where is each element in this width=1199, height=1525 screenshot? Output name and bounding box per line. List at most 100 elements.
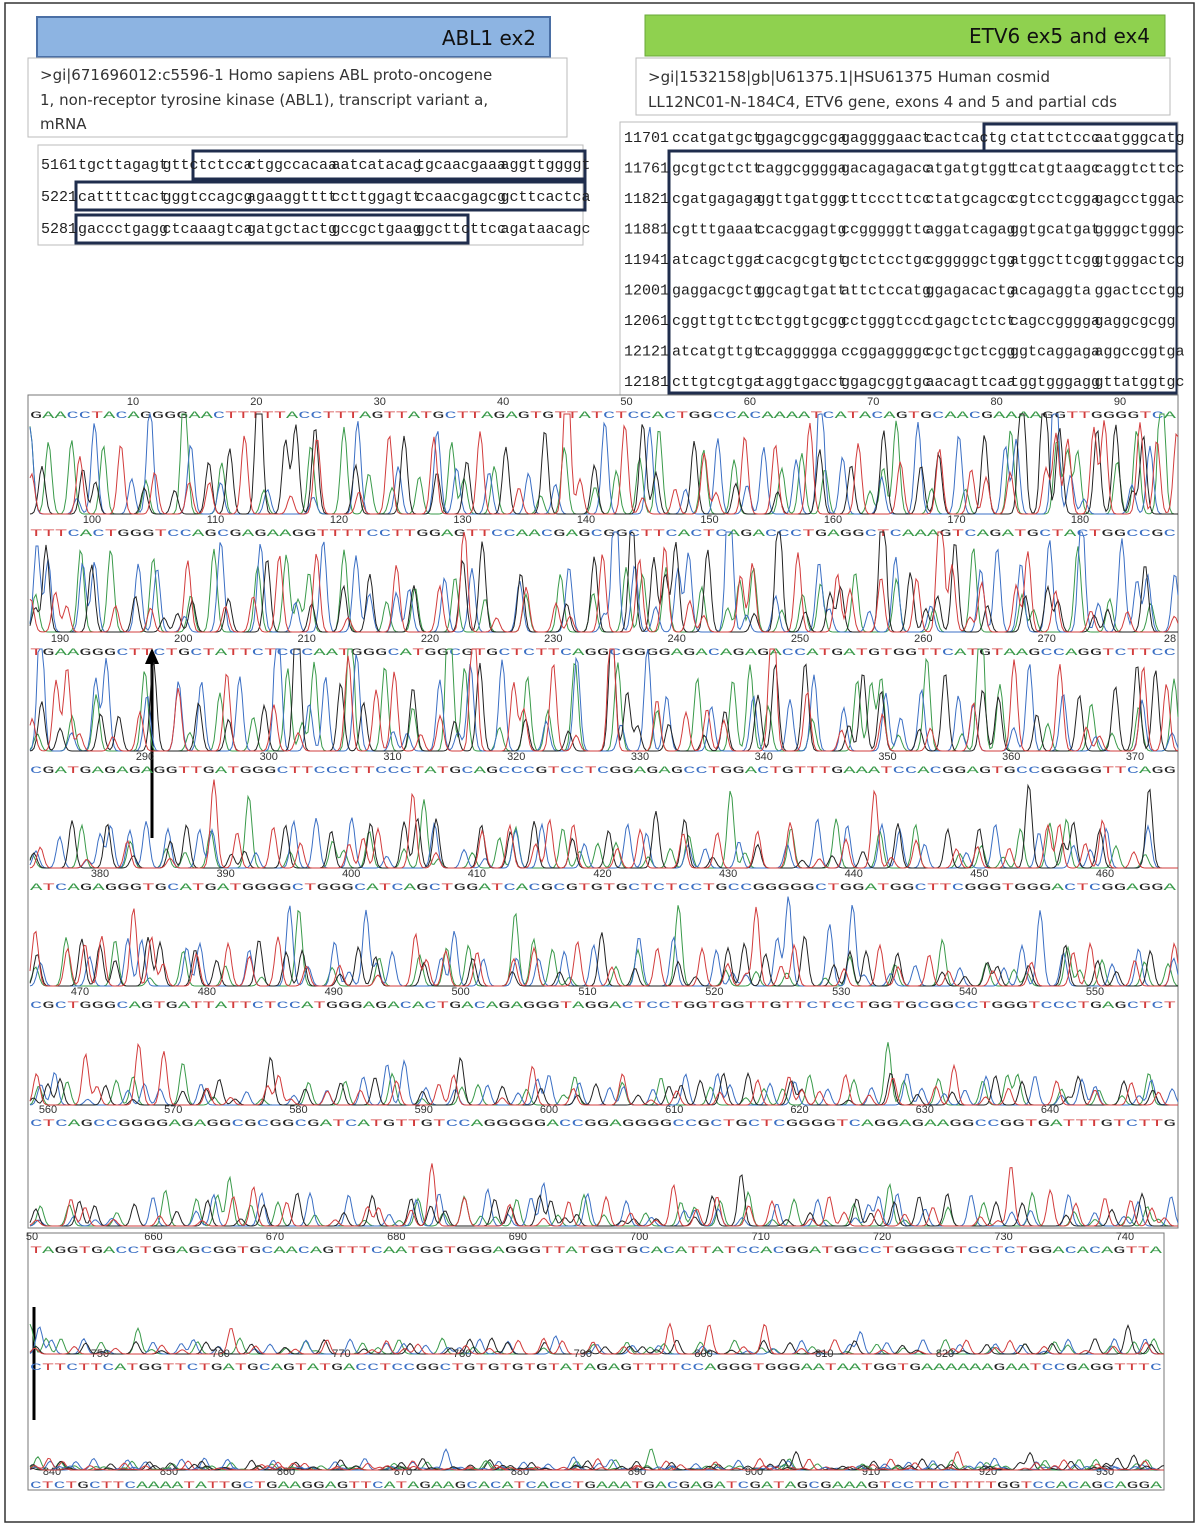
base-position: 840: [43, 1466, 61, 1478]
sequence-group: tgcttagagt: [78, 157, 168, 174]
base-position: 450: [970, 868, 988, 880]
base-position: 670: [266, 1231, 284, 1243]
base-position: 820: [936, 1348, 954, 1360]
base-position: 570: [164, 1104, 182, 1116]
base-position: 300: [260, 751, 278, 763]
base-position: 200: [174, 633, 192, 645]
base-position: 150: [700, 514, 718, 526]
sequence-group: cagccgggga: [1010, 313, 1100, 330]
sequence-group: atggcttcgg: [1010, 252, 1100, 269]
base-position: 760: [212, 1348, 230, 1360]
base-position: 330: [631, 751, 649, 763]
sequence-position: 12061: [624, 313, 669, 330]
sequence-group: gatgctactg: [247, 221, 337, 238]
base-position: 410: [468, 868, 486, 880]
base-position: 180: [1071, 514, 1089, 526]
sequence-group: ccaggggga: [757, 344, 838, 361]
base-position: 50: [26, 1231, 38, 1243]
sequence-group: atgatgtggt: [926, 161, 1016, 178]
sequence-group: attctccatg: [841, 283, 931, 300]
sequence-group: ccatgatgct: [672, 130, 762, 147]
sequence-group: aatgggcatg: [1095, 130, 1185, 147]
base-position: 770: [332, 1348, 350, 1360]
base-position: 510: [578, 986, 596, 998]
base-calls: ATCAGAGGGTGCATGATGGGGCTGGGCATCAGCTGGATCA…: [30, 883, 1176, 894]
trace: [30, 1163, 1178, 1226]
base-position: 30: [374, 396, 386, 408]
sequence-group: cttgtcgtga: [672, 374, 762, 391]
sequence-group: gttatggtgc: [1095, 374, 1185, 391]
sequence-group: cggttgttct: [672, 313, 762, 330]
sequence-position: 11761: [624, 161, 669, 178]
base-position: 910: [862, 1466, 880, 1478]
trace: [30, 1325, 1164, 1354]
base-position: 350: [878, 751, 896, 763]
base-position: 210: [297, 633, 315, 645]
base-position: 380: [91, 868, 109, 880]
base-position: 10: [127, 396, 139, 408]
base-calls: TGAAGGGCTTCTGCTATTCTCCCAATGGGCATGGCGTGCT…: [30, 648, 1176, 659]
base-position: 420: [593, 868, 611, 880]
sequence-position: 11881: [624, 222, 669, 239]
sequence-position: 12121: [624, 344, 669, 361]
sequence-group: gccgctgaag: [332, 221, 422, 238]
trace: [30, 1324, 1164, 1354]
sequence-group: gtgggactcg: [1095, 252, 1185, 269]
sequence-group: gaggggaact: [841, 130, 931, 147]
sequence-group: cattttcact: [78, 189, 168, 206]
base-position: 590: [415, 1104, 433, 1116]
trace: [30, 546, 1178, 632]
sequence-group: ggtcaggaga: [1010, 344, 1100, 361]
base-position: 90: [1114, 396, 1126, 408]
etv6-description: >gi|1532158|gb|U61375.1|HSU61375 Human c…: [648, 68, 1050, 86]
base-position: 680: [387, 1231, 405, 1243]
base-position: 140: [577, 514, 595, 526]
sequence-group: cctgggtccc: [841, 313, 931, 330]
base-position: 730: [994, 1231, 1012, 1243]
base-position: 20: [250, 396, 262, 408]
base-position: 640: [1041, 1104, 1059, 1116]
base-position: 230: [544, 633, 562, 645]
base-position: 490: [325, 986, 343, 998]
trace: [30, 897, 1178, 986]
base-position: 260: [914, 633, 932, 645]
sequence-group: gacagagacc: [841, 161, 931, 178]
base-calls: TAGGTGACCTGGAGCGGTGCAACAGTTTCAATGGTGGGAG…: [30, 1246, 1162, 1257]
sequence-group: ctattctccc: [1010, 130, 1100, 147]
sequence-group: gcgtgctctt: [672, 161, 762, 178]
sequence-group: ggcagtgatt: [757, 283, 847, 300]
sequence-group: gaggcgcgg: [1095, 313, 1176, 330]
abl1-header: ABL1 ex2: [442, 26, 536, 50]
sequence-group: gggtccagcg: [163, 189, 253, 206]
base-position: 320: [507, 751, 525, 763]
base-position: 540: [959, 986, 977, 998]
sequence-group: ccacggagtg: [757, 222, 847, 239]
sequence-position: 11701: [624, 130, 669, 147]
base-position: 130: [453, 514, 471, 526]
sequence-group: tcatgtaagc: [1010, 161, 1100, 178]
sequence-position: 11941: [624, 252, 669, 269]
sequence-group: ggagcggtgc: [841, 374, 931, 391]
base-position: 740: [1116, 1231, 1134, 1243]
base-position: 600: [540, 1104, 558, 1116]
sequence-group: cgctgctcgg: [926, 344, 1016, 361]
trace: [30, 1061, 1178, 1105]
etv6-description: LL12NC01-N-184C4, ETV6 gene, exons 4 and…: [648, 93, 1117, 111]
base-position: 720: [873, 1231, 891, 1243]
etv6-header: ETV6 ex5 and ex4: [969, 24, 1150, 48]
sequence-group: taggtgacct: [757, 374, 847, 391]
sequence-position: 12001: [624, 283, 669, 300]
sequence-group: ggactcctgg: [1095, 283, 1185, 300]
sequence-group: aatcatacag: [332, 157, 422, 174]
sequence-position: 12181: [624, 374, 669, 391]
figure: ABL1 ex2 >gi|671696012:c5596-1 Homo sapi…: [0, 0, 1199, 1525]
sequence-group: caggcgggga: [757, 161, 847, 178]
sequence-group: aacagttcaa: [926, 374, 1016, 391]
base-position: 190: [51, 633, 69, 645]
base-position: 60: [744, 396, 756, 408]
base-position: 460: [1096, 868, 1114, 880]
